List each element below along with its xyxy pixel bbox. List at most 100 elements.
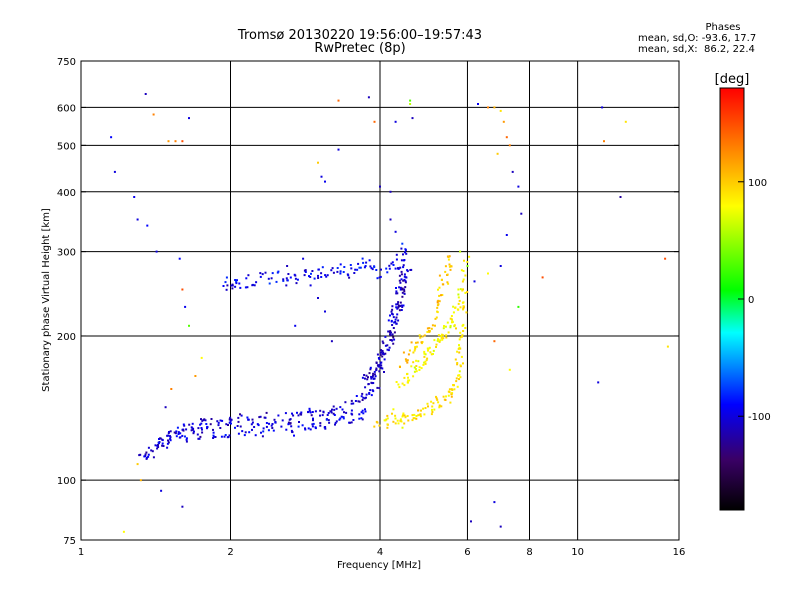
- y-tick-label: 100: [57, 476, 76, 487]
- data-point: [288, 418, 291, 421]
- data-point: [188, 423, 191, 426]
- data-point: [466, 265, 469, 267]
- data-point: [389, 330, 392, 333]
- data-point: [152, 456, 155, 459]
- data-point: [271, 272, 274, 275]
- data-point: [410, 341, 413, 344]
- data-point: [450, 315, 453, 317]
- data-point: [420, 367, 423, 370]
- data-point: [225, 423, 228, 426]
- data-point: [390, 331, 392, 334]
- data-point: [375, 361, 378, 364]
- data-point: [394, 321, 397, 323]
- data-point: [183, 424, 186, 427]
- data-point: [205, 423, 208, 425]
- data-point: [435, 346, 437, 348]
- data-point: [364, 408, 366, 411]
- data-point: [321, 266, 324, 269]
- data-point: [405, 252, 408, 255]
- data-point: [378, 424, 381, 427]
- data-point: [404, 358, 407, 361]
- data-point: [395, 253, 398, 256]
- data-point: [406, 361, 409, 364]
- data-point: [338, 418, 341, 421]
- data-point: [343, 266, 346, 268]
- data-point: [255, 281, 258, 284]
- data-point: [312, 417, 314, 420]
- data-point: [146, 224, 149, 227]
- data-point: [386, 426, 389, 429]
- data-point: [273, 418, 276, 421]
- y-tick-label: 750: [57, 57, 76, 68]
- data-point: [169, 436, 172, 439]
- data-point: [380, 364, 383, 367]
- y-tick-label: 400: [57, 188, 76, 199]
- data-point: [413, 366, 416, 369]
- data-point: [449, 401, 452, 404]
- data-point: [152, 113, 155, 116]
- data-point: [473, 280, 476, 283]
- chart-title: Tromsø 20130220 19:56:00–19:57:43: [237, 28, 483, 43]
- data-point: [470, 520, 472, 523]
- data-point: [320, 272, 323, 275]
- y-tick-label: 600: [57, 103, 76, 114]
- data-point: [363, 374, 366, 376]
- data-point: [327, 419, 330, 422]
- data-point: [361, 418, 364, 421]
- data-point: [251, 284, 254, 287]
- data-point: [319, 414, 321, 417]
- x-tick-label: 2: [227, 547, 233, 558]
- data-point: [380, 268, 382, 271]
- data-point: [370, 375, 373, 378]
- data-point: [424, 353, 427, 356]
- data-point: [155, 250, 158, 253]
- data-point: [234, 279, 237, 281]
- data-point: [110, 136, 113, 139]
- data-point: [345, 411, 348, 414]
- data-point: [225, 288, 228, 291]
- data-point: [326, 414, 329, 416]
- data-point: [237, 432, 240, 435]
- data-point: [428, 327, 431, 330]
- data-point: [404, 249, 407, 252]
- data-point: [460, 355, 463, 358]
- data-point: [371, 389, 374, 392]
- data-point: [417, 360, 420, 363]
- data-point: [449, 326, 452, 329]
- data-point: [284, 412, 287, 415]
- data-point: [223, 435, 226, 438]
- data-point: [423, 413, 426, 416]
- data-point: [597, 381, 600, 384]
- data-point: [369, 366, 372, 369]
- data-point: [330, 340, 333, 343]
- data-point: [147, 453, 150, 456]
- data-point: [231, 287, 234, 290]
- data-point: [406, 269, 409, 272]
- data-point: [428, 330, 431, 333]
- data-point: [420, 341, 423, 344]
- data-point: [294, 277, 297, 280]
- data-point: [166, 442, 169, 445]
- data-point: [174, 140, 177, 143]
- data-point: [344, 401, 347, 404]
- data-point: [239, 286, 242, 289]
- data-point: [200, 427, 203, 429]
- data-point: [432, 349, 435, 352]
- data-point: [265, 422, 268, 424]
- data-point: [391, 308, 394, 311]
- data-point: [380, 361, 383, 364]
- data-point: [391, 312, 393, 315]
- data-point: [418, 413, 421, 416]
- data-point: [191, 422, 194, 425]
- data-point: [341, 408, 344, 411]
- data-point: [412, 351, 415, 354]
- data-point: [435, 343, 438, 346]
- data-point: [263, 416, 266, 419]
- data-point: [308, 409, 311, 412]
- data-point: [390, 262, 393, 265]
- data-point: [368, 372, 371, 375]
- data-point: [394, 120, 397, 123]
- data-point: [236, 425, 239, 427]
- data-point: [453, 324, 456, 327]
- data-point: [412, 375, 415, 378]
